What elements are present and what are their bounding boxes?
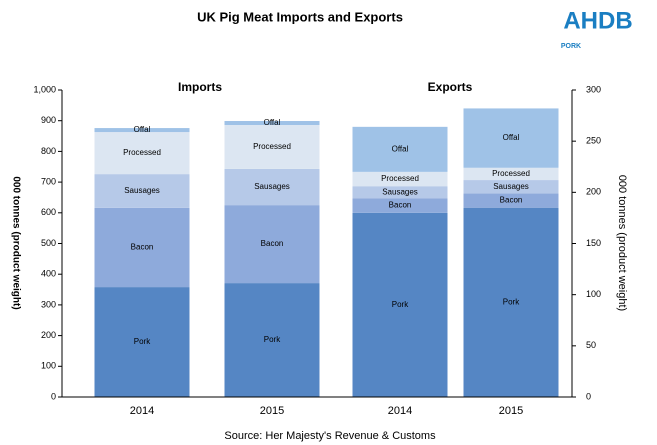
segment-label: Offal	[134, 125, 151, 134]
y-tick-label: 0	[51, 391, 56, 401]
y2-axis-label: 000 tonnes (product weight)	[616, 175, 628, 311]
y-tick-label: 1,000	[33, 84, 56, 94]
bar-segment	[224, 283, 320, 397]
y2-tick-label: 50	[586, 340, 596, 350]
segment-label: Offal	[503, 133, 520, 142]
segment-label: Pork	[134, 337, 151, 346]
group-label: Imports	[178, 80, 222, 94]
segment-label: Offal	[264, 118, 281, 127]
segment-label: Sausages	[254, 182, 290, 191]
y2-tick-label: 150	[586, 238, 601, 248]
y-axis-label: 000 tonnes (product weight)	[10, 176, 21, 309]
y-tick-label: 900	[41, 115, 56, 125]
bar-segment	[463, 108, 559, 168]
x-tick-label: 2015	[260, 405, 284, 417]
bar-segment	[352, 126, 448, 172]
logo: AHDB	[563, 7, 632, 34]
y2-tick-label: 300	[586, 84, 601, 94]
segment-label: Pork	[392, 300, 409, 309]
bar-segment	[352, 198, 448, 213]
x-tick-label: 2014	[388, 405, 412, 417]
segment-label: Bacon	[389, 201, 412, 210]
segment-label: Pork	[264, 335, 281, 344]
segment-label: Sausages	[124, 186, 160, 195]
bar-segment	[94, 128, 190, 133]
bar-segment	[224, 205, 320, 284]
segment-label: Sausages	[493, 182, 529, 191]
y-tick-label: 600	[41, 207, 56, 217]
y-tick-label: 200	[41, 330, 56, 340]
segment-label: Processed	[492, 169, 530, 178]
segment-label: Pork	[503, 297, 520, 306]
group-label: Exports	[428, 80, 473, 94]
chart-title: UK Pig Meat Imports and Exports	[197, 9, 403, 24]
bar-segment	[224, 121, 320, 125]
bar-segment	[352, 186, 448, 199]
segment-label: Bacon	[261, 239, 284, 248]
y-tick-label: 400	[41, 269, 56, 279]
bar-segment	[352, 212, 448, 397]
segment-label: Processed	[381, 174, 419, 183]
bar-segment	[224, 124, 320, 169]
y2-tick-label: 200	[586, 187, 601, 197]
segment-label: Sausages	[382, 187, 418, 196]
y-tick-label: 800	[41, 146, 56, 156]
y-tick-label: 100	[41, 361, 56, 371]
bar-segment	[224, 168, 320, 206]
x-tick-label: 2015	[499, 405, 523, 417]
y2-tick-label: 100	[586, 289, 601, 299]
logo-sub: PORK	[561, 43, 581, 50]
bar-segment	[94, 287, 190, 397]
y-tick-label: 500	[41, 238, 56, 248]
segment-label: Processed	[123, 148, 161, 157]
y-tick-label: 300	[41, 299, 56, 309]
bar-segment	[463, 167, 559, 181]
source: Source: Her Majesty's Revenue & Customs	[224, 430, 436, 442]
bar-segment	[352, 171, 448, 187]
x-tick-label: 2014	[130, 405, 154, 417]
bar-segment	[463, 207, 559, 397]
bar-segment	[94, 174, 190, 208]
bar-segment	[463, 193, 559, 208]
segment-label: Processed	[253, 142, 291, 151]
segment-label: Bacon	[131, 243, 154, 252]
y-tick-label: 700	[41, 176, 56, 186]
segment-label: Bacon	[500, 196, 523, 205]
bar-segment	[94, 207, 190, 288]
y2-tick-label: 0	[586, 391, 591, 401]
bar-segment	[94, 132, 190, 175]
y2-tick-label: 250	[586, 136, 601, 146]
segment-label: Offal	[392, 144, 409, 153]
bar-segment	[463, 180, 559, 194]
